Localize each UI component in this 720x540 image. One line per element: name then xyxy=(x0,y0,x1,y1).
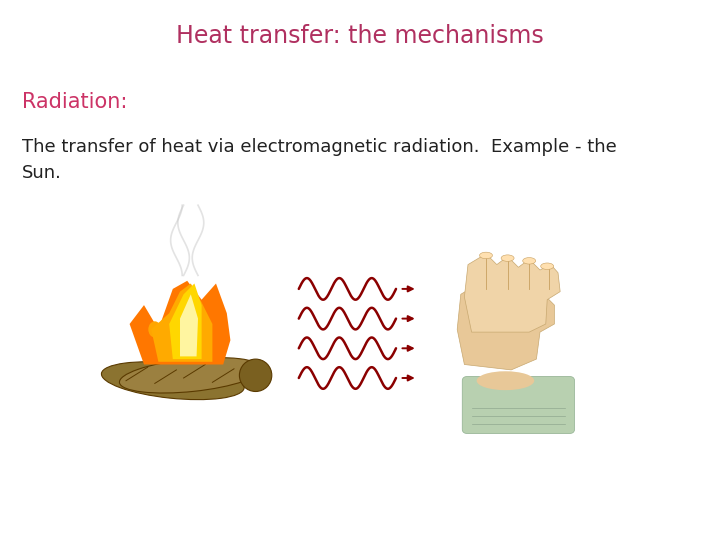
Ellipse shape xyxy=(102,362,244,400)
Ellipse shape xyxy=(477,372,534,390)
Ellipse shape xyxy=(120,357,262,393)
Polygon shape xyxy=(130,281,230,364)
Ellipse shape xyxy=(523,258,536,264)
Ellipse shape xyxy=(480,252,492,259)
Text: Heat transfer: the mechanisms: Heat transfer: the mechanisms xyxy=(176,24,544,48)
Polygon shape xyxy=(180,294,198,356)
Polygon shape xyxy=(457,284,554,370)
Polygon shape xyxy=(151,284,212,362)
Polygon shape xyxy=(464,254,560,332)
Ellipse shape xyxy=(501,255,514,261)
Text: The transfer of heat via electromagnetic radiation.  Example - the
Sun.: The transfer of heat via electromagnetic… xyxy=(22,138,616,182)
Polygon shape xyxy=(169,284,202,359)
Text: Radiation:: Radiation: xyxy=(22,92,127,112)
FancyBboxPatch shape xyxy=(462,376,575,434)
Ellipse shape xyxy=(541,263,554,269)
Ellipse shape xyxy=(148,321,161,338)
Ellipse shape xyxy=(239,359,272,392)
